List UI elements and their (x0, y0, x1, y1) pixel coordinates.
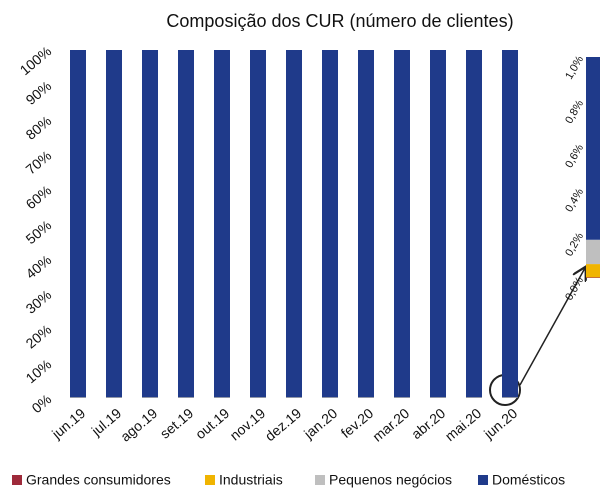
bar-segment (394, 50, 410, 398)
bar-segment (358, 50, 374, 398)
x-tick-label: ago.19 (117, 405, 160, 445)
legend-label: Grandes consumidores (26, 472, 171, 488)
bar-segment (250, 50, 266, 398)
inset-tick-label: 0,2% (563, 231, 586, 259)
legend-swatch (205, 475, 215, 485)
x-tick-label: jun.20 (480, 405, 520, 443)
y-tick-label: 10% (23, 356, 55, 386)
y-tick-label: 20% (23, 321, 55, 351)
legend-swatch (315, 475, 325, 485)
y-tick-label: 0% (29, 391, 55, 416)
inset-tick-label: 0,4% (563, 186, 586, 214)
legend-label: Domésticos (492, 472, 565, 488)
bar-segment (430, 50, 446, 398)
y-tick-label: 80% (23, 112, 55, 142)
bar-segment (70, 50, 86, 398)
x-tick-label: jan.20 (300, 405, 340, 443)
bar-segment (106, 50, 122, 398)
inset-segment (586, 264, 600, 278)
y-tick-label: 100% (17, 43, 55, 78)
y-tick-label: 40% (23, 252, 55, 282)
bar-segment (214, 50, 230, 398)
x-tick-label: out.19 (192, 405, 232, 442)
bar-segment (286, 50, 302, 398)
bar-segment (466, 50, 482, 398)
x-tick-label: mai.20 (442, 405, 485, 444)
x-tick-label: abr.20 (408, 405, 448, 442)
y-tick-label: 50% (23, 217, 55, 247)
legend-swatch (478, 475, 488, 485)
bar-segment (178, 50, 194, 398)
bar-segment (142, 50, 158, 398)
inset-segment (586, 239, 600, 265)
y-tick-label: 60% (23, 182, 55, 212)
inset-tick-label: 0,6% (563, 142, 586, 170)
inset-segment (586, 57, 600, 240)
legend-swatch (12, 475, 22, 485)
bar-segment (322, 50, 338, 398)
zoom-arrow (519, 268, 585, 386)
inset-segment (586, 277, 600, 278)
bar-segment (502, 50, 518, 398)
legend-label: Pequenos negócios (329, 472, 452, 488)
inset (586, 57, 600, 278)
y-tick-label: 30% (23, 286, 55, 316)
x-tick-label: mar.20 (369, 405, 412, 445)
x-tick-label: nov.19 (227, 405, 269, 444)
y-tick-label: 90% (23, 78, 55, 108)
inset-tick-label: 0,8% (563, 98, 586, 126)
chart-title: Composição dos CUR (número de clientes) (166, 11, 513, 31)
inset-tick-label: 0,0% (563, 275, 586, 303)
x-tick-label: set.19 (157, 405, 197, 442)
x-tick-label: jun.19 (48, 405, 88, 443)
x-tick-label: dez.19 (262, 405, 305, 444)
legend-label: Industriais (219, 472, 283, 488)
inset-tick-label: 1,0% (563, 54, 586, 82)
y-tick-label: 70% (23, 147, 55, 177)
